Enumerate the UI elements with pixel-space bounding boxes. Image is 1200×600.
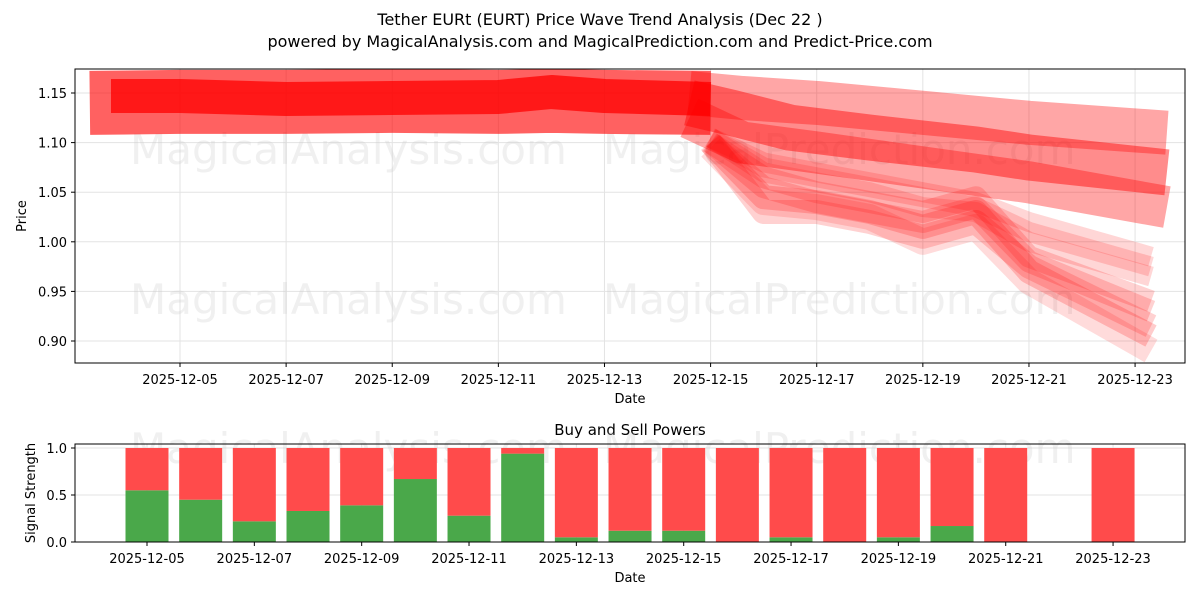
price-y-label: Price [15, 200, 30, 232]
x-tick-label: 2025-12-11 [461, 373, 537, 388]
sell-bar [984, 448, 1028, 542]
x-tick-label: 2025-12-13 [567, 373, 643, 388]
x-tick-label: 2025-12-23 [1075, 552, 1151, 567]
sell-bar [930, 448, 974, 527]
price-y-ticks: 0.90 0.95 1.00 1.05 1.10 1.15 [38, 87, 75, 350]
wave-band-forecast-upper-3 [680, 98, 1171, 228]
wave-band-forecast-lower-1 [701, 135, 1157, 337]
x-tick-label: 2025-12-19 [885, 373, 961, 388]
x-tick-label: 2025-12-07 [217, 552, 293, 567]
buy-bar [876, 537, 920, 542]
x-tick-label: 2025-12-09 [324, 552, 400, 567]
signal-y-label: Signal Strength [24, 443, 39, 543]
wave-band-forecast-lower-2 [703, 134, 1156, 322]
buy-bar [179, 499, 223, 542]
y-tick-label: 1.10 [38, 137, 67, 152]
price-plot-frame [74, 68, 1186, 364]
buy-bar [447, 515, 491, 542]
price-grid [75, 69, 1185, 363]
signal-plot: Buy and Sell Powers MagicalAnalysis.com … [24, 421, 1186, 586]
buy-bar [125, 490, 169, 542]
sell-bar [447, 448, 491, 516]
signal-x-label: Date [614, 571, 645, 586]
price-wave-bands [89, 69, 1171, 363]
watermark-analysis-mid: MagicalAnalysis.com [130, 275, 567, 324]
price-x-label: Date [614, 392, 645, 407]
y-tick-label: 0.90 [38, 335, 67, 350]
y-tick-label: 0.95 [38, 285, 67, 300]
wave-band-forecast-lower-7 [701, 134, 1157, 347]
x-tick-label: 2025-12-09 [354, 373, 430, 388]
sell-bar [715, 448, 759, 542]
buy-bar [393, 479, 437, 542]
x-tick-label: 2025-12-05 [109, 552, 185, 567]
chart-subtitle: powered by MagicalAnalysis.com and Magic… [267, 32, 933, 51]
sell-bar [554, 448, 598, 538]
y-tick-label: 1.0 [46, 442, 67, 457]
sell-bar [1091, 448, 1135, 542]
price-x-ticks: 2025-12-05 2025-12-07 2025-12-09 2025-12-11… [142, 363, 1173, 388]
buy-bar [501, 453, 545, 542]
signal-plot-frame [74, 443, 1186, 543]
sell-bar [286, 448, 330, 511]
buy-bar [286, 510, 330, 542]
sell-bar [125, 448, 169, 491]
chart-title: Tether EURt (EURT) Price Wave Trend Anal… [377, 10, 823, 29]
y-tick-label: 1.15 [38, 87, 67, 102]
signal-plot-title: Buy and Sell Powers [554, 421, 706, 439]
wave-band-forecast-upper-1 [687, 71, 1169, 155]
sell-bar [769, 448, 813, 538]
x-tick-label: 2025-12-19 [861, 552, 937, 567]
x-tick-label: 2025-12-17 [779, 373, 855, 388]
price-plot: MagicalAnalysis.com MagicalPrediction.co… [15, 68, 1186, 407]
sell-bar [232, 448, 276, 522]
buy-bar [930, 526, 974, 542]
x-tick-label: 2025-12-05 [142, 373, 218, 388]
buy-bar [554, 537, 598, 542]
signal-y-ticks: 0.0 0.5 1.0 [46, 442, 75, 551]
wave-band-forecast-lower-6 [706, 128, 1154, 267]
y-tick-label: 1.00 [38, 236, 67, 251]
wave-band-forecast-lower-8 [701, 138, 1158, 363]
sell-bar [340, 448, 384, 506]
x-tick-label: 2025-12-13 [539, 552, 615, 567]
sell-bar [393, 448, 437, 480]
x-tick-label: 2025-12-17 [753, 552, 829, 567]
watermark-prediction-mid: MagicalPrediction.com [603, 275, 1076, 324]
x-tick-label: 2025-12-15 [673, 373, 749, 388]
x-tick-label: 2025-12-11 [431, 552, 507, 567]
x-tick-label: 2025-12-21 [968, 552, 1044, 567]
sell-bar [501, 448, 545, 454]
buy-bar [608, 530, 652, 542]
wave-band-forecast-lower-3 [704, 133, 1155, 312]
sell-bar [662, 448, 706, 531]
buy-bar [769, 537, 813, 542]
sell-bar [179, 448, 223, 500]
wave-band-forecast-lower-5 [705, 128, 1154, 277]
wave-band-history-core [111, 75, 712, 116]
sell-bar [876, 448, 920, 538]
buy-bar [662, 530, 706, 542]
buy-bar [232, 521, 276, 542]
wave-band-forecast-lower-4 [705, 129, 1154, 287]
buy-bar [340, 505, 384, 542]
signal-x-ticks: 2025-12-05 2025-12-07 2025-12-09 2025-12-11… [109, 542, 1151, 567]
x-tick-label: 2025-12-15 [646, 552, 722, 567]
signal-bars [125, 448, 1135, 542]
y-tick-label: 0.5 [46, 489, 67, 504]
sell-bar [823, 448, 867, 542]
y-tick-label: 0.0 [46, 536, 67, 551]
x-tick-label: 2025-12-07 [248, 373, 324, 388]
y-tick-label: 1.05 [38, 186, 67, 201]
x-tick-label: 2025-12-23 [1097, 373, 1173, 388]
sell-bar [608, 448, 652, 531]
x-tick-label: 2025-12-21 [991, 373, 1067, 388]
wave-band-forecast-upper-2 [684, 80, 1170, 196]
